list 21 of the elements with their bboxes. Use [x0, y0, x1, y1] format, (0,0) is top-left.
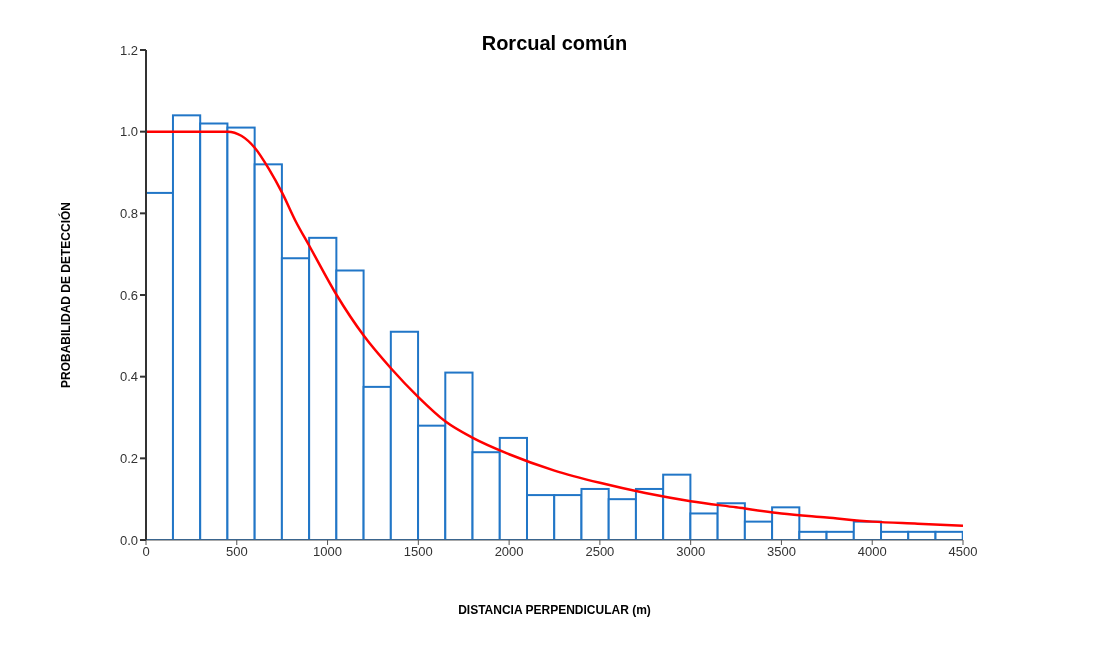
y-tick-label: 0.8 [119, 205, 138, 221]
x-tick-label: 3000 [676, 544, 706, 560]
x-tick-label: 1500 [403, 544, 433, 560]
line-series [146, 130, 963, 527]
x-tick-label: 2500 [585, 544, 615, 560]
x-tick-label: 1000 [313, 544, 343, 560]
x-tick-label: 0 [142, 544, 150, 560]
x-tick-label: 2000 [494, 544, 524, 560]
y-tick-label: 1.2 [119, 42, 138, 58]
y-tick-label: 0.4 [119, 369, 138, 385]
y-tick-label: 1.0 [119, 124, 138, 140]
chart-title: Rorcual común [480, 32, 629, 55]
y-tick-label: 0.2 [119, 450, 138, 466]
x-tick-label: 4000 [857, 544, 887, 560]
x-axis-title: DISTANCIA PERPENDICULAR (m) [458, 602, 651, 617]
x-tick-label: 4500 [948, 544, 978, 560]
x-tick-label: 3500 [766, 544, 796, 560]
x-tick-label: 500 [225, 544, 248, 560]
y-tick-label: 0.6 [119, 287, 138, 303]
y-tick-label: 0.0 [119, 532, 138, 548]
y-axis-title: PROBABILIDAD DE DETECCIÓN [58, 201, 74, 389]
